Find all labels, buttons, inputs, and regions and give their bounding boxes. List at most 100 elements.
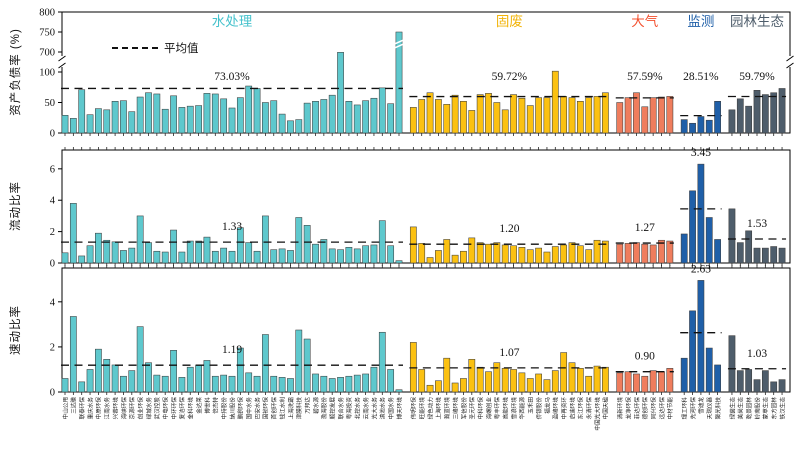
company-label: 联合水务 [337, 397, 345, 420]
company-label: 倍杰特 [212, 397, 220, 414]
bar-debt [387, 103, 395, 134]
bar-quick [95, 348, 102, 393]
bar-debt [560, 96, 568, 134]
axis-break-icon [786, 55, 794, 62]
company-label: 钱江水利 [278, 397, 286, 420]
bar-quick [170, 350, 177, 393]
legend: 平均值 [112, 40, 199, 56]
bar-current [493, 242, 501, 264]
bar-quick [705, 347, 713, 393]
company-label: 滇池水务 [379, 397, 387, 420]
bar-debt [493, 102, 501, 134]
bar-quick [745, 369, 753, 393]
bar-quick [328, 378, 336, 393]
bar-quick [535, 373, 542, 393]
bar-current [111, 241, 119, 264]
bar-debt [624, 97, 632, 134]
bar-current [270, 249, 278, 264]
bar-debt [245, 85, 253, 134]
bar-current [551, 246, 559, 264]
axis-break-icon [58, 55, 66, 62]
company-label: 海峡环保 [120, 397, 128, 420]
y-axis-title-current-ratio: 流动比率 [10, 181, 22, 231]
company-label: 盈峰环境 [552, 397, 560, 420]
company-label: 中国水务 [387, 397, 395, 420]
bar-quick [485, 371, 492, 393]
bar-quick [770, 381, 778, 393]
bar-debt [649, 97, 657, 134]
group-title: 大气 [631, 14, 658, 29]
bar-debt [303, 102, 311, 134]
bar-debt [443, 104, 451, 134]
bar-current [770, 246, 778, 264]
bar-quick [714, 364, 721, 393]
company-label: 光大水务 [370, 397, 378, 420]
company-label: 中环环保 [170, 397, 178, 420]
company-label: 菲达环保 [633, 397, 641, 420]
axis-break-gap [787, 56, 793, 67]
y-tick-label: 0 [50, 388, 55, 399]
bar-debt [761, 94, 769, 134]
company-label: 旺能环境 [418, 397, 426, 420]
bar-debt [476, 94, 484, 134]
bar-quick [736, 370, 744, 393]
company-label: 中原环保 [95, 397, 103, 420]
bar-debt [680, 119, 688, 134]
bar-current [145, 242, 152, 264]
bar-quick [435, 380, 442, 393]
bar-quick [476, 366, 484, 393]
company-label: 德创环保 [641, 397, 649, 420]
bar-current [61, 252, 69, 264]
bar-current [211, 250, 219, 264]
company-label: 重庆水务 [86, 397, 94, 420]
company-label: 东方园林 [770, 397, 778, 420]
bar-quick [602, 366, 609, 393]
bar-debt [641, 106, 649, 134]
company-label: 绿城水务 [145, 397, 153, 420]
bar-quick [120, 375, 127, 393]
bar-debt [220, 98, 228, 134]
bar-debt [86, 114, 94, 134]
company-label: 鹏鹞环保 [237, 397, 245, 420]
bar-debt [203, 93, 211, 134]
bar-debt [236, 97, 244, 134]
bar-current [633, 242, 640, 264]
bar-quick [510, 369, 517, 393]
dashed-mean-line-icon [112, 47, 158, 49]
bar-debt [78, 89, 86, 134]
y-tick-label: 4 [50, 297, 56, 308]
bar-quick [443, 357, 451, 393]
bar-debt [170, 95, 177, 134]
bar-current [128, 247, 136, 264]
bar-quick [616, 372, 624, 393]
company-label: 伟明环保 [410, 397, 418, 420]
bar-quick [337, 377, 344, 393]
bar-quick [680, 357, 688, 393]
bar-quick [468, 359, 476, 393]
bar-quick [395, 389, 403, 393]
bar-current [186, 240, 194, 264]
bar-debt [485, 93, 492, 134]
bar-quick [278, 377, 286, 393]
bar-current [585, 249, 593, 264]
bar-current [278, 248, 286, 264]
group-title: 监测 [687, 14, 714, 29]
bar-debt [451, 94, 459, 134]
bar-quick [518, 372, 526, 393]
bar-debt [435, 99, 442, 134]
bar-current [602, 240, 609, 264]
bar-quick [312, 373, 319, 393]
company-label: 复洁环保 [178, 397, 186, 420]
company-label: 启迪环境 [568, 397, 576, 420]
bar-current [761, 247, 769, 264]
bar-current [387, 245, 395, 264]
bar-quick [262, 334, 269, 393]
bar-current [78, 255, 86, 264]
y-tick-label: 2 [50, 227, 55, 238]
company-label: 创业环保 [136, 397, 144, 420]
bar-quick [568, 362, 576, 393]
bar-current [435, 250, 442, 264]
bar-debt [161, 108, 169, 134]
company-label: 纳川股份 [228, 397, 236, 420]
bar-quick [378, 331, 386, 393]
